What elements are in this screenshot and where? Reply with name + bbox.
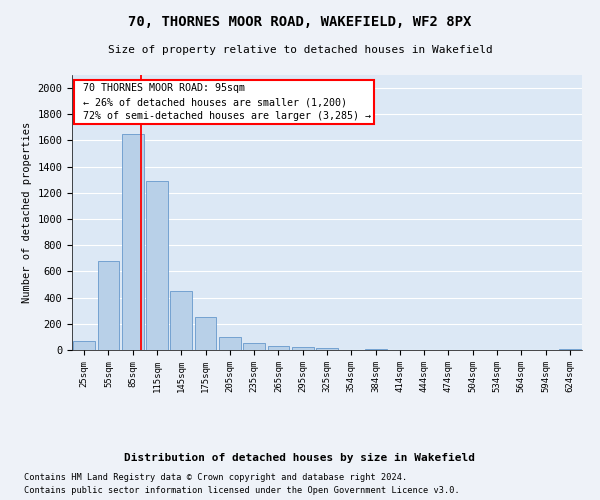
- Bar: [268, 346, 289, 350]
- Text: Distribution of detached houses by size in Wakefield: Distribution of detached houses by size …: [125, 452, 476, 462]
- Bar: [292, 348, 314, 350]
- Text: Contains public sector information licensed under the Open Government Licence v3: Contains public sector information licen…: [24, 486, 460, 495]
- Bar: [316, 348, 338, 350]
- Text: 70, THORNES MOOR ROAD, WAKEFIELD, WF2 8PX: 70, THORNES MOOR ROAD, WAKEFIELD, WF2 8P…: [128, 15, 472, 29]
- Text: 70 THORNES MOOR ROAD: 95sqm
 ← 26% of detached houses are smaller (1,200)
 72% o: 70 THORNES MOOR ROAD: 95sqm ← 26% of det…: [77, 83, 371, 121]
- Bar: [170, 291, 192, 350]
- Bar: [243, 344, 265, 350]
- Bar: [194, 318, 217, 350]
- Text: Size of property relative to detached houses in Wakefield: Size of property relative to detached ho…: [107, 45, 493, 55]
- Y-axis label: Number of detached properties: Number of detached properties: [22, 122, 32, 303]
- Text: Contains HM Land Registry data © Crown copyright and database right 2024.: Contains HM Land Registry data © Crown c…: [24, 472, 407, 482]
- Bar: [122, 134, 143, 350]
- Bar: [97, 261, 119, 350]
- Bar: [73, 342, 95, 350]
- Bar: [146, 181, 168, 350]
- Bar: [559, 348, 581, 350]
- Bar: [219, 337, 241, 350]
- Bar: [365, 348, 386, 350]
